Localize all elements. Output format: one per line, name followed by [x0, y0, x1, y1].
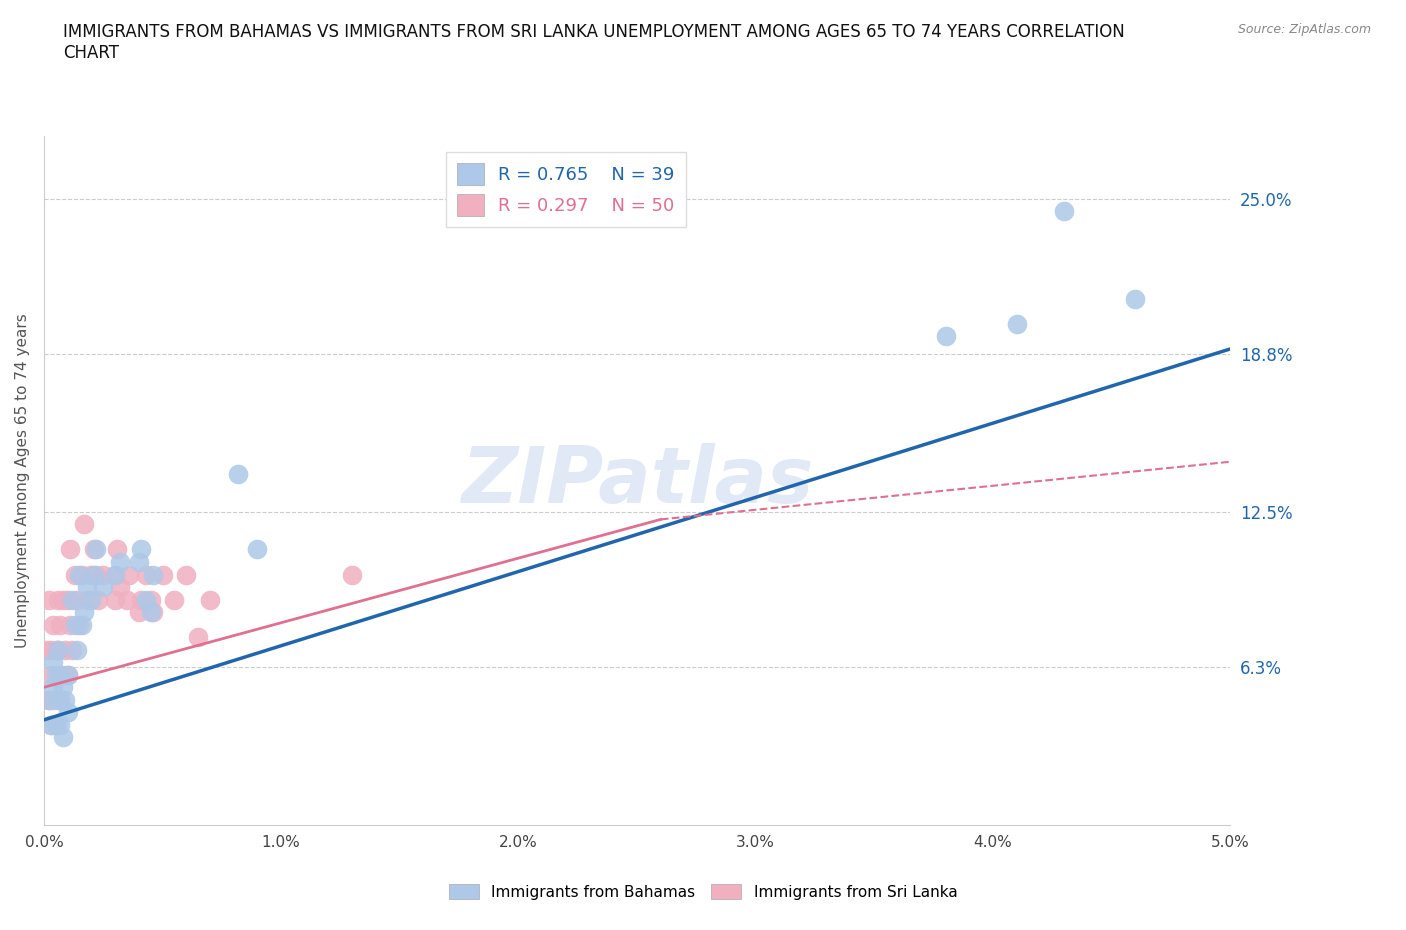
Point — [45, 643, 67, 658]
Point — [46, 592, 69, 607]
Point — [39, 717, 62, 732]
Point — [46, 693, 69, 708]
Point — [1053, 204, 1076, 219]
Point — [246, 542, 269, 557]
Point — [76, 592, 98, 607]
Point — [142, 604, 165, 619]
Point — [52, 668, 75, 683]
Legend: R = 0.765    N = 39, R = 0.297    N = 50: R = 0.765 N = 39, R = 0.297 N = 50 — [446, 152, 686, 227]
Point — [129, 592, 152, 607]
Point — [115, 592, 138, 607]
Point — [83, 567, 105, 582]
Point — [139, 604, 162, 619]
Point — [163, 592, 186, 607]
Point — [45, 717, 67, 732]
Point — [66, 643, 89, 658]
Point — [1123, 291, 1146, 306]
Y-axis label: Unemployment Among Ages 65 to 74 years: Unemployment Among Ages 65 to 74 years — [15, 313, 30, 648]
Point — [80, 567, 103, 582]
Point — [70, 567, 93, 582]
Point — [63, 618, 86, 632]
Point — [39, 668, 62, 683]
Point — [53, 643, 76, 658]
Point — [69, 567, 91, 582]
Point — [228, 467, 250, 482]
Point — [108, 554, 131, 569]
Point — [129, 542, 152, 557]
Point — [38, 693, 60, 708]
Point — [45, 668, 67, 683]
Point — [69, 618, 91, 632]
Point — [142, 567, 165, 582]
Point — [56, 668, 79, 683]
Point — [46, 643, 69, 658]
Point — [49, 668, 72, 683]
Point — [49, 717, 72, 732]
Point — [52, 680, 75, 695]
Text: ZIPatlas: ZIPatlas — [461, 443, 813, 519]
Text: IMMIGRANTS FROM BAHAMAS VS IMMIGRANTS FROM SRI LANKA UNEMPLOYMENT AMONG AGES 65 : IMMIGRANTS FROM BAHAMAS VS IMMIGRANTS FR… — [63, 23, 1125, 62]
Point — [76, 579, 98, 594]
Point — [135, 567, 157, 582]
Legend: Immigrants from Bahamas, Immigrants from Sri Lanka: Immigrants from Bahamas, Immigrants from… — [443, 877, 963, 906]
Point — [70, 618, 93, 632]
Point — [59, 618, 82, 632]
Point — [52, 730, 75, 745]
Point — [174, 567, 197, 582]
Point — [52, 592, 75, 607]
Point — [187, 630, 209, 644]
Point — [42, 693, 65, 708]
Point — [104, 567, 127, 582]
Point — [60, 643, 83, 658]
Point — [104, 567, 127, 582]
Point — [80, 592, 103, 607]
Point — [56, 592, 79, 607]
Point — [46, 643, 69, 658]
Point — [91, 567, 114, 582]
Point — [49, 693, 72, 708]
Point — [118, 567, 141, 582]
Point — [38, 592, 60, 607]
Point — [1005, 316, 1028, 331]
Point — [73, 604, 96, 619]
Point — [45, 717, 67, 732]
Point — [60, 592, 83, 607]
Point — [39, 717, 62, 732]
Point — [934, 329, 956, 344]
Point — [56, 705, 79, 720]
Point — [83, 542, 105, 557]
Point — [42, 655, 65, 670]
Point — [87, 592, 110, 607]
Point — [73, 517, 96, 532]
Point — [42, 618, 65, 632]
Point — [84, 542, 107, 557]
Point — [139, 592, 162, 607]
Point — [56, 668, 79, 683]
Point — [84, 567, 107, 582]
Point — [59, 542, 82, 557]
Point — [135, 592, 157, 607]
Text: Source: ZipAtlas.com: Source: ZipAtlas.com — [1237, 23, 1371, 36]
Point — [128, 554, 150, 569]
Point — [104, 592, 127, 607]
Point — [107, 542, 129, 557]
Point — [53, 693, 76, 708]
Point — [66, 592, 89, 607]
Point — [42, 680, 65, 695]
Point — [49, 618, 72, 632]
Point — [342, 567, 364, 582]
Point — [152, 567, 174, 582]
Point — [108, 579, 131, 594]
Point — [63, 567, 86, 582]
Point — [198, 592, 221, 607]
Point — [128, 604, 150, 619]
Point — [91, 579, 114, 594]
Point — [38, 693, 60, 708]
Point — [39, 643, 62, 658]
Point — [35, 643, 58, 658]
